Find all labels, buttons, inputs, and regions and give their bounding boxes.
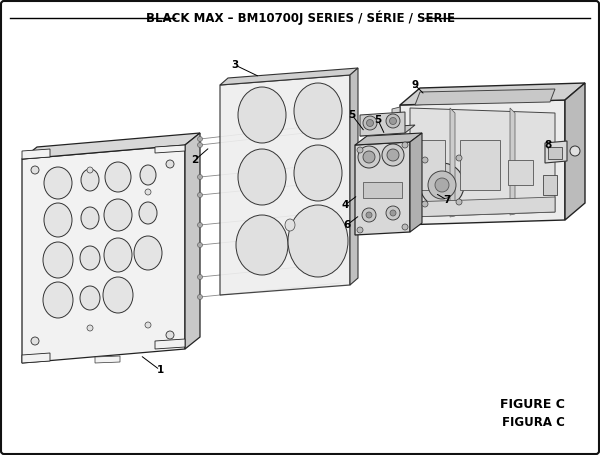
Polygon shape xyxy=(510,108,515,215)
Text: FIGURA C: FIGURA C xyxy=(502,415,565,429)
Ellipse shape xyxy=(81,169,99,191)
Text: 9: 9 xyxy=(412,80,419,90)
Text: 3: 3 xyxy=(232,60,239,70)
Circle shape xyxy=(402,224,408,230)
Polygon shape xyxy=(392,107,400,125)
Text: 8: 8 xyxy=(544,140,551,150)
Polygon shape xyxy=(450,108,455,217)
Circle shape xyxy=(145,322,151,328)
Circle shape xyxy=(366,212,372,218)
Circle shape xyxy=(428,171,456,199)
Polygon shape xyxy=(565,83,585,220)
Circle shape xyxy=(197,294,203,299)
Circle shape xyxy=(387,149,399,161)
Circle shape xyxy=(422,201,428,207)
Polygon shape xyxy=(545,141,567,163)
Bar xyxy=(508,160,533,185)
Polygon shape xyxy=(220,68,358,85)
Circle shape xyxy=(362,208,376,222)
Text: FIGURE C: FIGURE C xyxy=(500,399,565,411)
Polygon shape xyxy=(22,149,50,159)
Polygon shape xyxy=(410,108,555,217)
Circle shape xyxy=(386,206,400,220)
Circle shape xyxy=(87,325,93,331)
Ellipse shape xyxy=(140,165,156,185)
Ellipse shape xyxy=(134,236,162,270)
Ellipse shape xyxy=(104,238,132,272)
Polygon shape xyxy=(400,83,585,105)
Circle shape xyxy=(367,120,373,126)
Polygon shape xyxy=(355,142,410,235)
Circle shape xyxy=(166,331,174,339)
Ellipse shape xyxy=(43,242,73,278)
Ellipse shape xyxy=(103,277,133,313)
Polygon shape xyxy=(350,68,358,285)
Circle shape xyxy=(422,157,428,163)
Ellipse shape xyxy=(139,202,157,224)
Text: 4: 4 xyxy=(341,200,349,210)
Circle shape xyxy=(31,166,39,174)
Polygon shape xyxy=(22,353,50,363)
Circle shape xyxy=(402,142,408,148)
Ellipse shape xyxy=(105,162,131,192)
Ellipse shape xyxy=(238,87,286,143)
Polygon shape xyxy=(410,133,422,232)
Circle shape xyxy=(197,274,203,279)
Polygon shape xyxy=(355,133,422,145)
Text: 1: 1 xyxy=(157,365,164,375)
Circle shape xyxy=(389,117,397,125)
Circle shape xyxy=(31,337,39,345)
Polygon shape xyxy=(155,339,185,349)
Polygon shape xyxy=(185,133,200,349)
Polygon shape xyxy=(392,192,400,210)
Circle shape xyxy=(197,136,203,142)
Polygon shape xyxy=(400,100,565,225)
Ellipse shape xyxy=(80,246,100,270)
Ellipse shape xyxy=(236,215,288,275)
Circle shape xyxy=(197,192,203,197)
Circle shape xyxy=(145,189,151,195)
Bar xyxy=(548,147,562,159)
Polygon shape xyxy=(360,125,415,136)
Circle shape xyxy=(358,146,380,168)
Text: 7: 7 xyxy=(443,195,451,205)
Bar xyxy=(415,140,445,190)
Circle shape xyxy=(357,227,363,233)
Ellipse shape xyxy=(104,199,132,231)
Polygon shape xyxy=(415,89,555,105)
Polygon shape xyxy=(22,133,200,159)
Circle shape xyxy=(420,163,464,207)
Text: 6: 6 xyxy=(343,220,350,230)
Ellipse shape xyxy=(43,282,73,318)
Circle shape xyxy=(166,160,174,168)
Ellipse shape xyxy=(81,207,99,229)
Text: 5: 5 xyxy=(374,115,382,125)
Ellipse shape xyxy=(285,219,295,231)
Polygon shape xyxy=(410,197,555,217)
Ellipse shape xyxy=(44,203,72,237)
Circle shape xyxy=(197,175,203,180)
Circle shape xyxy=(363,151,375,163)
Circle shape xyxy=(197,222,203,228)
Polygon shape xyxy=(22,145,185,363)
Polygon shape xyxy=(422,152,462,210)
Polygon shape xyxy=(360,112,405,136)
Ellipse shape xyxy=(294,83,342,139)
Bar xyxy=(543,175,557,195)
Ellipse shape xyxy=(238,149,286,205)
Circle shape xyxy=(570,146,580,156)
Circle shape xyxy=(382,144,404,166)
Circle shape xyxy=(363,116,377,130)
Circle shape xyxy=(456,155,462,161)
Circle shape xyxy=(435,178,449,192)
Polygon shape xyxy=(220,75,350,295)
Circle shape xyxy=(357,147,363,153)
Ellipse shape xyxy=(294,145,342,201)
Circle shape xyxy=(390,210,396,216)
Circle shape xyxy=(386,114,400,128)
Text: 2: 2 xyxy=(191,155,199,165)
Ellipse shape xyxy=(288,205,348,277)
Bar xyxy=(363,182,402,198)
Ellipse shape xyxy=(80,286,100,310)
